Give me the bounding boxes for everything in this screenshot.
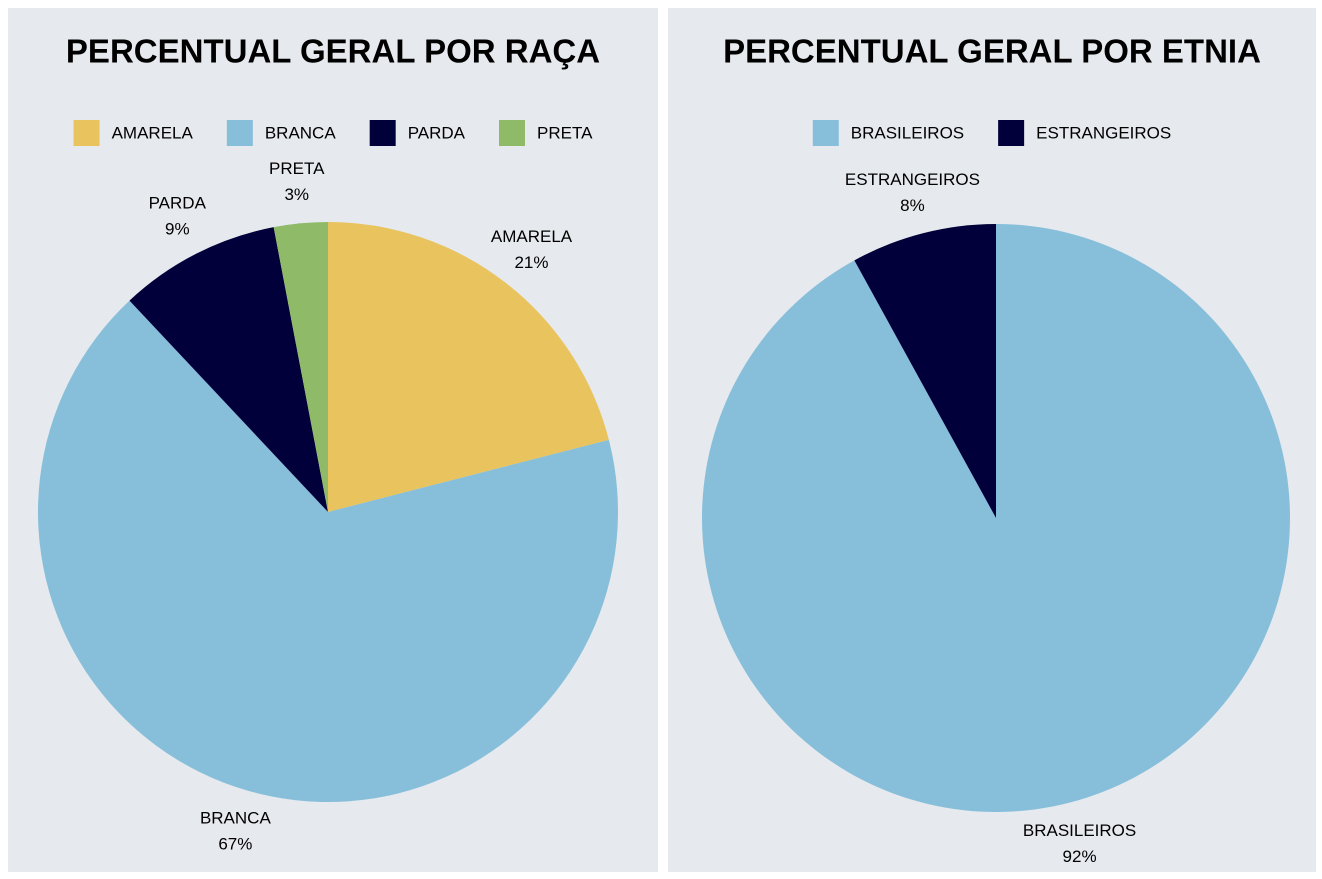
legend-swatch: [499, 120, 525, 146]
legend-swatch: [226, 120, 253, 146]
slice-label: BRANCA: [200, 808, 272, 827]
legend-swatch: [73, 120, 100, 146]
pie-slice: [328, 222, 609, 512]
slice-label: AMARELA: [491, 227, 573, 246]
legend-label: PRETA: [537, 123, 593, 142]
legend-label: BRANCA: [265, 123, 337, 142]
legend-swatch: [812, 120, 839, 146]
pie-slice: [129, 227, 328, 512]
slice-label: ESTRANGEIROS: [845, 170, 980, 189]
chart-title: PERCENTUAL GERAL POR RAÇA: [66, 33, 600, 70]
slice-value: 9%: [165, 220, 190, 239]
slice-label: PARDA: [149, 194, 207, 213]
chart-title: PERCENTUAL GERAL POR ETNIA: [723, 33, 1261, 70]
slice-value: 92%: [1063, 847, 1097, 866]
slice-value: 3%: [284, 185, 309, 204]
slice-value: 8%: [900, 196, 925, 215]
pie-slice: [854, 224, 996, 518]
slice-label: BRASILEIROS: [1023, 821, 1136, 840]
slice-value: 67%: [218, 834, 252, 853]
pie-slice: [701, 224, 1290, 812]
slice-value: 21%: [514, 253, 548, 272]
legend-label: PARDA: [408, 123, 466, 142]
pie-slice: [37, 300, 619, 803]
slice-label: PRETA: [269, 159, 325, 178]
legend-label: ESTRANGEIROS: [1036, 123, 1171, 142]
legend-label: AMARELA: [112, 123, 194, 142]
pie-slice: [273, 222, 328, 512]
legend-swatch: [369, 120, 396, 146]
legend-swatch: [998, 120, 1025, 146]
legend-label: BRASILEIROS: [851, 123, 964, 142]
